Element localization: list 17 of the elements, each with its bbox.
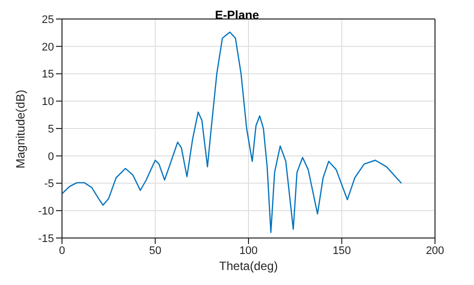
y-axis-title: Magnitude(dB) <box>13 90 28 168</box>
y-tick-label: -5 <box>44 178 54 190</box>
y-tick-label: 25 <box>42 14 54 26</box>
x-tick-label: 100 <box>239 244 258 257</box>
y-tick-label: -15 <box>38 232 54 245</box>
y-tick-label: 20 <box>42 41 54 54</box>
y-tick-label: 15 <box>42 68 54 81</box>
x-axis-title: Theta(deg) <box>219 259 278 273</box>
y-tick-label: 10 <box>42 96 54 108</box>
x-tick-label: 50 <box>149 244 162 257</box>
y-tick-label: -10 <box>38 206 54 218</box>
y-tick-label: 5 <box>48 123 54 136</box>
x-tick-label: 0 <box>58 244 66 257</box>
x-tick-label: 150 <box>332 244 351 257</box>
x-tick-label: 200 <box>426 244 444 257</box>
y-tick-label: 0 <box>48 150 54 163</box>
line-series <box>62 32 402 234</box>
